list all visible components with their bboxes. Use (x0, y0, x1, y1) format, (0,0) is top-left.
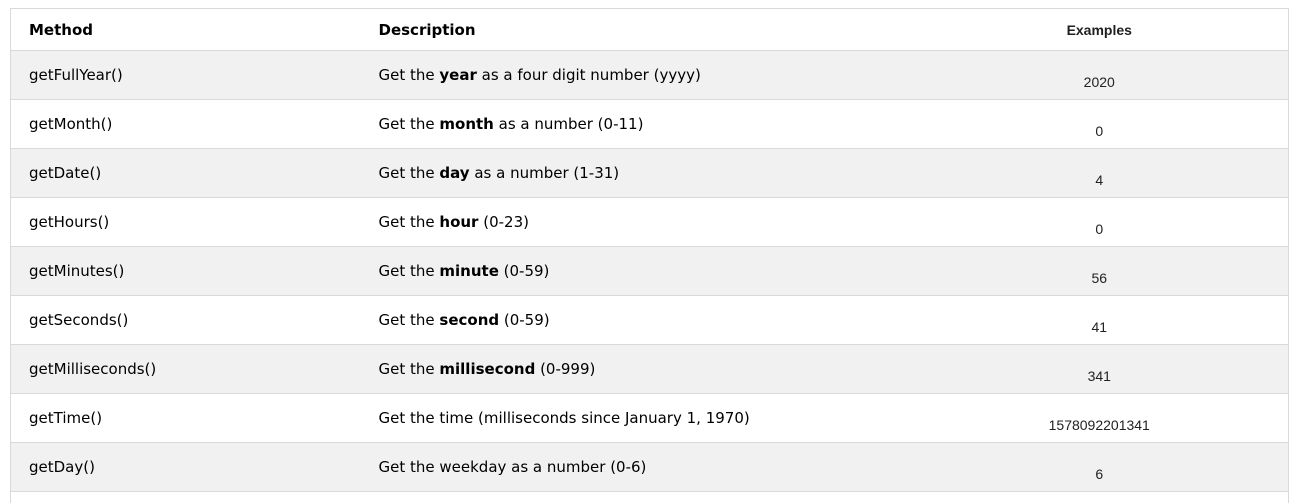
description-text-suffix: as a number (1-31) (469, 164, 620, 182)
method-cell: getSeconds() (11, 296, 361, 345)
example-value: 0 (1095, 123, 1104, 139)
table-row-partial (10, 491, 1289, 503)
example-value: 6 (1095, 466, 1104, 482)
example-cell: 2020 (911, 51, 1289, 100)
description-cell: Get the weekday as a number (0-6) (361, 443, 911, 492)
method-name: getMilliseconds() (29, 360, 157, 378)
description-text: Get the (378, 311, 440, 329)
description-text: Get the (378, 115, 440, 133)
description-cell: Get the time (milliseconds since January… (361, 394, 911, 443)
example-value: 4 (1095, 172, 1104, 188)
description-text-suffix: (0-59) (499, 311, 550, 329)
description-text-suffix: (0-999) (535, 360, 596, 378)
description-cell: Get the month as a number (0-11) (361, 100, 911, 149)
description-cell: Get the millisecond (0-999) (361, 345, 911, 394)
table-body: getFullYear() Get the year as a four dig… (10, 50, 1289, 503)
method-cell: getMonth() (11, 100, 361, 149)
description-cell: Get the day as a number (1-31) (361, 149, 911, 198)
description-text: Get the (378, 360, 440, 378)
description-text: Get the (378, 213, 440, 231)
description-cell: Get the minute (0-59) (361, 247, 911, 296)
description-bold-term: hour (439, 213, 479, 231)
description-text: Get the time (milliseconds since January… (378, 409, 750, 427)
description-cell (361, 492, 911, 503)
description-bold-term: year (439, 66, 477, 84)
example-value: 2020 (1083, 74, 1115, 90)
example-cell: 6 (911, 443, 1289, 492)
method-cell: getDate() (11, 149, 361, 198)
column-header-description: Description (378, 20, 476, 39)
example-value: 41 (1091, 319, 1108, 335)
description-text: Get the (378, 66, 440, 84)
method-cell: getTime() (11, 394, 361, 443)
description-bold-term: millisecond (439, 360, 536, 378)
column-header-examples: Examples (1066, 21, 1132, 38)
table-row: getHours() Get the hour (0-23) 0 (10, 197, 1289, 247)
description-cell: Get the second (0-59) (361, 296, 911, 345)
column-header-method: Method (29, 20, 93, 39)
example-value: 56 (1091, 270, 1108, 286)
description-text: Get the (378, 262, 440, 280)
method-name: getTime() (29, 409, 103, 427)
description-text: Get the weekday as a number (0-6) (378, 458, 647, 476)
table-row: getMinutes() Get the minute (0-59) 56 (10, 246, 1289, 296)
example-value: 1578092201341 (1048, 417, 1150, 433)
example-value: 0 (1095, 221, 1104, 237)
method-cell (11, 492, 361, 503)
example-cell (911, 492, 1289, 503)
method-cell: getHours() (11, 198, 361, 247)
description-text-suffix: (0-59) (498, 262, 550, 280)
table-row: getMilliseconds() Get the millisecond (0… (10, 344, 1289, 394)
table-row: getTime() Get the time (milliseconds sin… (10, 393, 1289, 443)
method-cell: getDay() (11, 443, 361, 492)
table-header: Method Description Examples (10, 8, 1289, 51)
table-row: getFullYear() Get the year as a four dig… (10, 50, 1289, 100)
method-name: getDate() (29, 164, 102, 182)
method-name: getHours() (29, 213, 110, 231)
method-cell: getMilliseconds() (11, 345, 361, 394)
example-value: 341 (1087, 368, 1111, 384)
method-name: getMonth() (29, 115, 113, 133)
description-bold-term: day (439, 164, 470, 182)
description-text-suffix: as a four digit number (yyyy) (476, 66, 701, 84)
method-name: getFullYear() (29, 66, 123, 84)
example-cell: 41 (911, 296, 1289, 345)
example-cell: 0 (911, 100, 1289, 149)
example-cell: 4 (911, 149, 1289, 198)
description-cell: Get the year as a four digit number (yyy… (361, 51, 911, 100)
description-text-suffix: as a number (0-11) (493, 115, 644, 133)
header-row: Method Description Examples (10, 8, 1289, 51)
method-cell: getMinutes() (11, 247, 361, 296)
method-name: getMinutes() (29, 262, 125, 280)
method-name: getSeconds() (29, 311, 129, 329)
table-row: getSeconds() Get the second (0-59) 41 (10, 295, 1289, 345)
description-bold-term: month (439, 115, 494, 133)
table-row: getMonth() Get the month as a number (0-… (10, 99, 1289, 149)
example-cell: 56 (911, 247, 1289, 296)
description-text-suffix: (0-23) (478, 213, 529, 231)
table-row: getDate() Get the day as a number (1-31)… (10, 148, 1289, 198)
example-cell: 341 (911, 345, 1289, 394)
description-bold-term: minute (439, 262, 499, 280)
method-name: getDay() (29, 458, 95, 476)
example-cell: 0 (911, 198, 1289, 247)
description-text: Get the (378, 164, 440, 182)
example-cell: 1578092201341 (911, 394, 1289, 443)
description-cell: Get the hour (0-23) (361, 198, 911, 247)
table-row: getDay() Get the weekday as a number (0-… (10, 442, 1289, 492)
description-bold-term: second (439, 311, 500, 329)
date-methods-table: Method Description Examples getFullYear(… (10, 8, 1289, 503)
method-cell: getFullYear() (11, 51, 361, 100)
